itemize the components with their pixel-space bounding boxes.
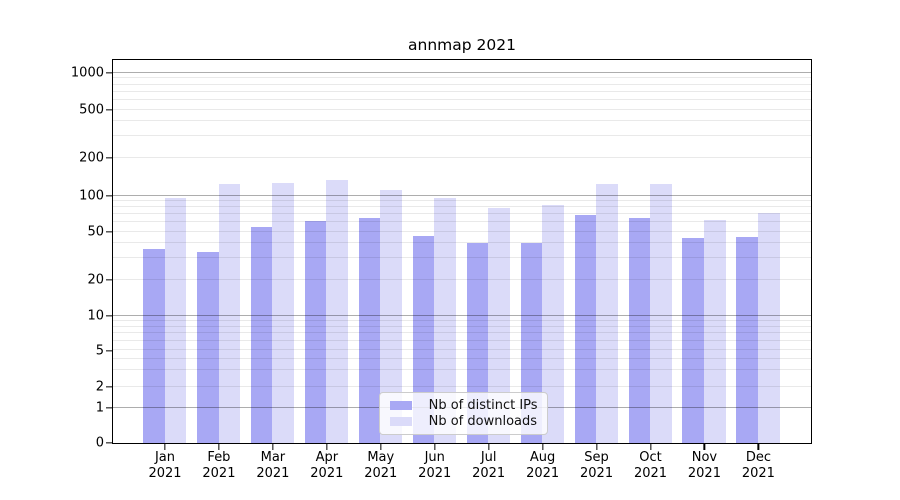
- x-tick-label-apr: Apr 2021: [310, 450, 344, 481]
- bars-layer: [113, 60, 811, 443]
- bar-nov-distinct-ips: [682, 238, 705, 443]
- x-tick-mark: [488, 443, 490, 450]
- x-tick-label-feb: Feb 2021: [202, 450, 236, 481]
- bar-jun-distinct-ips: [412, 235, 435, 443]
- bar-may-distinct-ips: [358, 218, 381, 443]
- x-tick-label-mar: Mar 2021: [256, 450, 290, 481]
- bar-oct-distinct-ips: [628, 218, 651, 443]
- x-tick-mark: [164, 443, 166, 450]
- y-tick-label-10: 10: [87, 308, 104, 324]
- y-tick-label-1: 1: [95, 400, 104, 416]
- legend-label-downloads: Nb of downloads: [428, 413, 538, 429]
- bar-oct-downloads: [650, 183, 672, 443]
- plot-area: Nb of distinct IPs Nb of downloads: [111, 58, 812, 444]
- y-tick-label-2: 2: [95, 379, 104, 395]
- y-tick-mark: [106, 195, 113, 197]
- x-tick-mark: [218, 443, 220, 450]
- x-tick-label-jul: Jul 2021: [472, 450, 506, 481]
- y-tick-label-0: 0: [95, 435, 104, 451]
- bar-feb-distinct-ips: [196, 251, 219, 443]
- x-tick-mark: [703, 443, 706, 450]
- x-tick-mark: [595, 443, 598, 450]
- bar-apr-distinct-ips: [304, 221, 327, 443]
- bar-dec-distinct-ips: [736, 237, 758, 443]
- bar-sep-distinct-ips: [574, 214, 597, 443]
- bar-jun-downloads: [434, 197, 456, 443]
- x-tick-mark: [272, 443, 274, 450]
- chart-title: annmap 2021: [408, 36, 516, 54]
- x-tick-label-may: May 2021: [364, 450, 398, 481]
- bar-nov-downloads: [704, 220, 726, 443]
- x-tick-mark: [757, 443, 760, 450]
- y-tick-label-5: 5: [95, 343, 104, 358]
- x-tick-label-sep: Sep 2021: [580, 450, 614, 481]
- legend-item-downloads: Nb of downloads: [389, 413, 538, 429]
- y-tick-mark: [106, 279, 113, 281]
- bar-mar-distinct-ips: [250, 226, 273, 443]
- x-tick-label-jan: Jan 2021: [148, 450, 182, 481]
- y-tick-label-20: 20: [87, 272, 104, 288]
- bar-may-downloads: [380, 190, 402, 443]
- bar-mar-downloads: [272, 182, 295, 443]
- y-tick-mark: [106, 157, 113, 159]
- bar-jan-distinct-ips: [143, 248, 165, 443]
- x-tick-label-dec: Dec 2021: [741, 450, 775, 481]
- x-tick-mark: [434, 443, 436, 450]
- bar-jul-downloads: [488, 207, 510, 443]
- x-tick-label-oct: Oct 2021: [633, 450, 668, 481]
- y-tick-label-1000: 1000: [70, 65, 104, 81]
- x-tick-mark: [541, 443, 544, 450]
- legend: Nb of distinct IPs Nb of downloads: [378, 391, 548, 435]
- legend-swatch-downloads: [389, 416, 412, 426]
- bar-feb-downloads: [218, 183, 241, 443]
- y-tick-label-500: 500: [79, 102, 104, 118]
- y-tick-mark: [106, 442, 113, 444]
- legend-swatch-distinct-ips: [389, 400, 412, 410]
- bar-dec-downloads: [758, 212, 780, 443]
- legend-label-distinct-ips: Nb of distinct IPs: [428, 397, 538, 413]
- bar-jan-downloads: [164, 197, 187, 443]
- bar-apr-downloads: [326, 179, 349, 443]
- y-tick-mark: [106, 386, 113, 388]
- bar-aug-downloads: [542, 204, 564, 443]
- x-tick-label-nov: Nov 2021: [687, 450, 721, 481]
- y-tick-label-50: 50: [87, 224, 104, 240]
- y-tick-mark: [106, 109, 113, 111]
- y-tick-mark: [106, 315, 113, 317]
- x-tick-label-aug: Aug 2021: [526, 450, 560, 481]
- legend-item-distinct-ips: Nb of distinct IPs: [389, 397, 538, 413]
- x-tick-mark: [380, 443, 382, 450]
- y-tick-label-200: 200: [79, 150, 104, 166]
- y-tick-mark: [106, 349, 113, 352]
- y-tick-mark: [106, 72, 113, 74]
- x-tick-label-jun: Jun 2021: [418, 450, 452, 481]
- x-tick-mark: [649, 443, 652, 450]
- y-tick-label-100: 100: [79, 188, 104, 204]
- y-tick-mark: [106, 231, 113, 233]
- y-tick-mark: [106, 407, 113, 409]
- x-tick-mark: [326, 443, 328, 450]
- bar-sep-downloads: [596, 183, 618, 443]
